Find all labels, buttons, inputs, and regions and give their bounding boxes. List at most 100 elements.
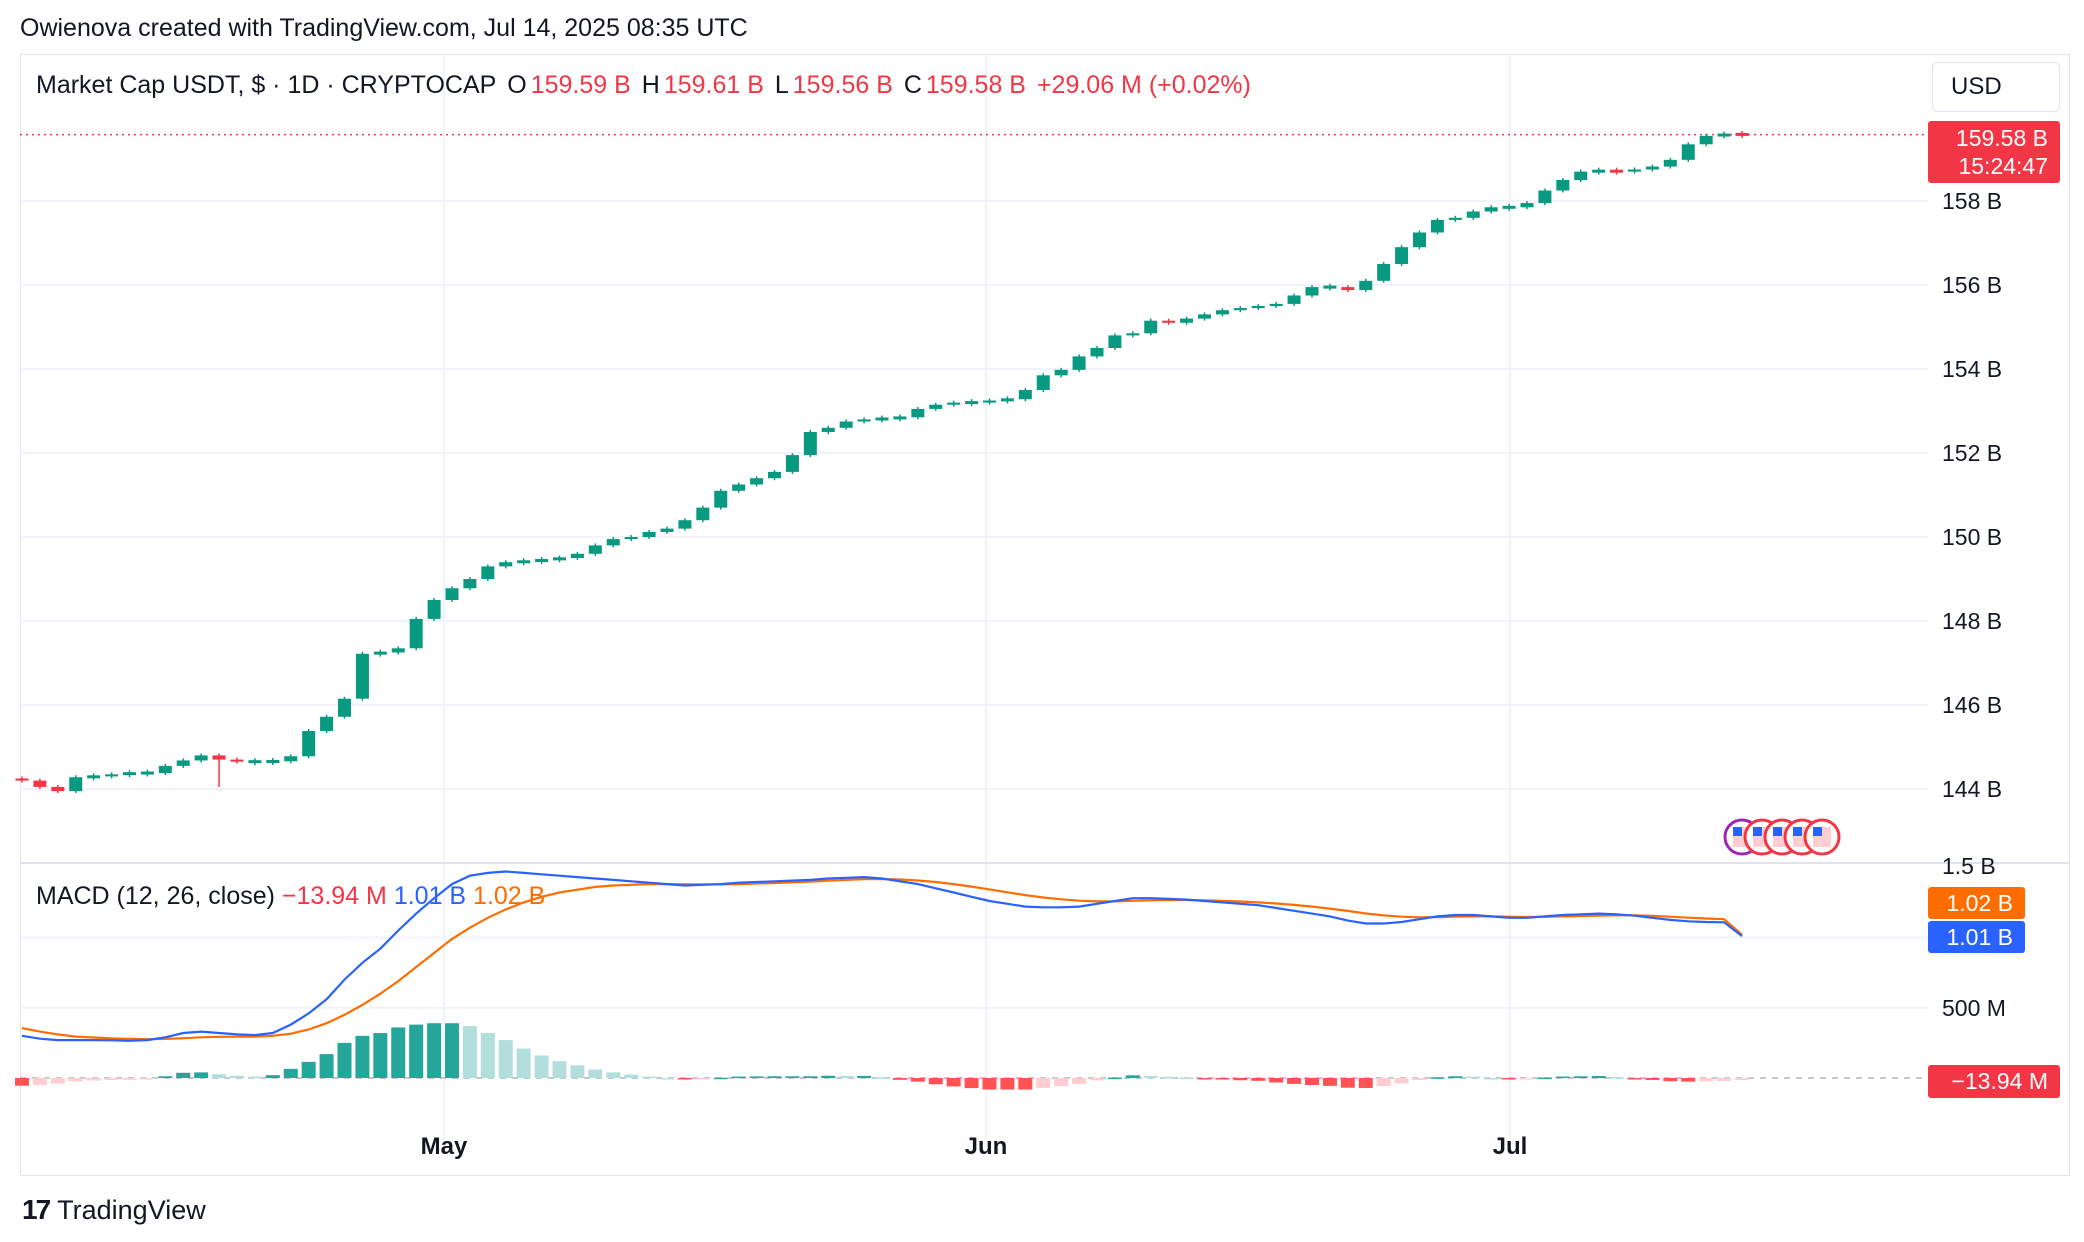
candle-body	[463, 579, 477, 589]
candle-body	[660, 528, 674, 532]
tradingview-logo[interactable]: 17 TradingView	[22, 1194, 206, 1226]
macd-histogram-bar	[1305, 1078, 1319, 1086]
candle-body	[1663, 159, 1677, 167]
candle-body	[409, 618, 423, 649]
macd-histogram-bar	[1358, 1078, 1373, 1088]
high-value: 159.61 B	[663, 71, 764, 99]
candle-body	[1323, 285, 1337, 289]
time-axis-label: May	[421, 1133, 468, 1160]
candle-body	[1395, 247, 1409, 264]
candle-body	[624, 537, 638, 540]
economic-event-icons	[1723, 818, 1841, 856]
macd-histogram-bar	[1322, 1078, 1337, 1086]
flag-canton	[1813, 827, 1822, 836]
macd-histogram-bar	[68, 1078, 83, 1082]
candle-body	[1054, 369, 1068, 376]
candle-body	[1717, 133, 1731, 137]
candle-body	[481, 566, 495, 579]
macd-histogram-bar	[1466, 1076, 1481, 1079]
macd-histogram-bar	[928, 1078, 943, 1085]
time-axis-label: Jun	[965, 1133, 1008, 1160]
candle-body	[1574, 171, 1588, 180]
macd-histogram-bar	[1591, 1076, 1606, 1078]
candle-body	[230, 759, 244, 762]
chart-frame	[20, 54, 2070, 1176]
macd-histogram-bar	[140, 1078, 155, 1080]
macd-histogram-bar	[355, 1035, 370, 1078]
candle-body	[606, 539, 620, 546]
macd-histogram-bar	[104, 1078, 119, 1080]
candle-body	[51, 786, 65, 792]
candle-body	[1162, 320, 1176, 323]
macd-histogram-bar	[1143, 1075, 1158, 1078]
price-axis-tick-label: 154 B	[1942, 356, 2002, 382]
macd-histogram-bar	[480, 1033, 495, 1078]
price-tag-countdown: 15:24:47	[1958, 153, 2048, 179]
candle-body	[1198, 314, 1211, 319]
macd-hist-value: −13.94 M	[281, 882, 387, 910]
low-label: L	[774, 71, 789, 99]
candle-body	[1018, 390, 1032, 400]
candle-body	[678, 520, 692, 529]
candle-body	[355, 653, 369, 699]
price-axis-tick-label: 156 B	[1942, 272, 2002, 298]
macd-histogram-bar	[1663, 1078, 1678, 1082]
candle-body	[427, 600, 441, 619]
macd-histogram-bar	[1179, 1077, 1194, 1080]
candle-body	[302, 731, 316, 757]
candle-body	[714, 490, 728, 508]
currency-button[interactable]: USD	[1932, 62, 2060, 112]
candle-body	[499, 562, 513, 567]
candle-body	[320, 716, 334, 732]
macd-histogram-bar	[982, 1078, 997, 1090]
macd-histogram-bar	[1430, 1077, 1445, 1079]
candle-body	[965, 401, 979, 405]
macd-histogram-bar	[409, 1024, 424, 1078]
macd-title[interactable]: MACD (12, 26, close)	[36, 882, 275, 910]
macd-histogram-bar	[1251, 1078, 1266, 1081]
macd-histogram-bar	[1125, 1075, 1140, 1078]
macd-histogram-bar	[892, 1078, 907, 1080]
time-axis-label: Jul	[1493, 1133, 1528, 1160]
macd-histogram-bar	[50, 1078, 65, 1084]
macd-histogram-bar	[1717, 1078, 1732, 1082]
macd-histogram-bar	[588, 1069, 603, 1078]
candle-body	[1735, 132, 1749, 136]
candle-body	[535, 559, 549, 563]
candle-body	[750, 478, 764, 485]
macd-histogram-bar	[1018, 1078, 1033, 1090]
macd-histogram-bar	[194, 1072, 209, 1078]
macd-histogram-bar	[337, 1042, 352, 1078]
candle-body	[1430, 219, 1444, 233]
flag-canton	[1753, 827, 1762, 836]
macd-histogram-bar	[498, 1040, 513, 1078]
symbol-title[interactable]: Market Cap USDT, $ · 1D · CRYPTOCAP	[36, 71, 497, 99]
macd-histogram-bar	[570, 1065, 585, 1078]
high-label: H	[641, 71, 660, 99]
macd-histogram-bar	[1412, 1078, 1427, 1080]
candle-body	[821, 427, 835, 432]
macd-histogram-bar	[373, 1033, 388, 1078]
candle-body	[1484, 207, 1498, 212]
macd-histogram-bar	[1233, 1078, 1248, 1081]
candle-body	[1144, 320, 1158, 334]
macd-histogram-bar	[1645, 1078, 1660, 1080]
macd-line	[21, 870, 1743, 1042]
macd-histogram-bar	[1573, 1076, 1588, 1078]
macd-histogram-bar	[516, 1048, 531, 1078]
macd-histogram-bar	[1555, 1076, 1570, 1079]
candle-body	[140, 771, 154, 775]
candle-body	[1090, 348, 1104, 357]
symbol-legend: Market Cap USDT, $ · 1D · CRYPTOCAP O 159…	[36, 71, 1255, 100]
price-axis-tick-label: 144 B	[1942, 776, 2002, 802]
price-tag-price: 159.58 B	[1955, 125, 2048, 151]
candle-body	[1413, 232, 1426, 248]
candle-body	[1377, 264, 1391, 281]
candle-body	[1233, 308, 1247, 311]
candle-body	[1072, 356, 1086, 370]
macd-histogram-bar	[301, 1061, 316, 1078]
macd-histogram-bar	[1484, 1078, 1499, 1080]
macd-histogram-bar	[552, 1061, 567, 1078]
candle-body	[875, 417, 889, 421]
